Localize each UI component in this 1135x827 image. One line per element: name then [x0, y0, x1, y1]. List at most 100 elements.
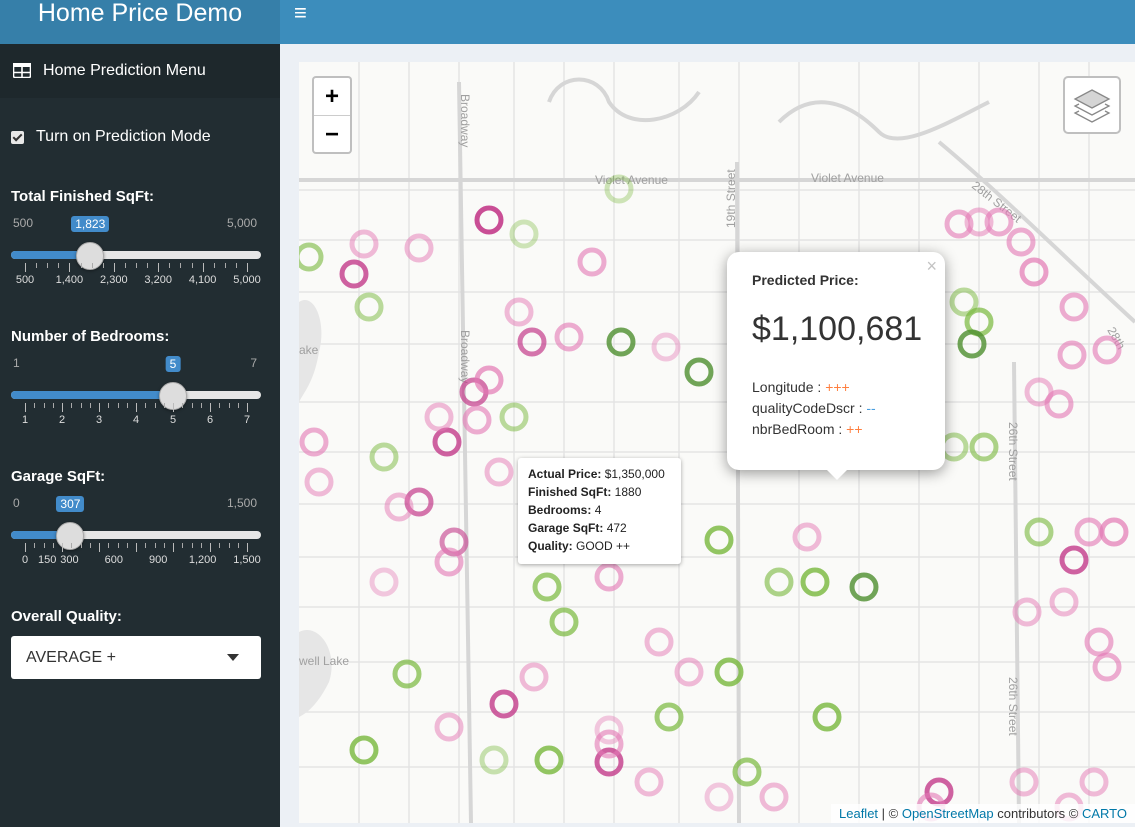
- quality-select[interactable]: AVERAGE +: [11, 636, 261, 679]
- home-marker[interactable]: [519, 662, 549, 692]
- home-marker[interactable]: [499, 402, 529, 432]
- home-marker[interactable]: [554, 322, 584, 352]
- carto-link[interactable]: CARTO: [1081, 806, 1127, 821]
- home-marker[interactable]: [969, 432, 999, 462]
- home-marker[interactable]: [594, 747, 624, 777]
- home-marker[interactable]: [1059, 545, 1089, 575]
- home-marker[interactable]: [1009, 767, 1039, 797]
- home-marker[interactable]: [644, 627, 674, 657]
- osm-link[interactable]: OpenStreetMap: [901, 806, 994, 821]
- home-markers[interactable]: [299, 174, 1129, 822]
- home-marker[interactable]: [404, 487, 434, 517]
- home-marker[interactable]: [684, 357, 714, 387]
- home-marker[interactable]: [474, 365, 504, 395]
- home-marker[interactable]: [369, 567, 399, 597]
- hamburger-icon[interactable]: ≡: [294, 0, 307, 25]
- home-marker[interactable]: [369, 442, 399, 472]
- home-marker[interactable]: [299, 242, 324, 272]
- slider-track[interactable]: [11, 531, 261, 539]
- close-icon[interactable]: ×: [926, 256, 937, 276]
- home-marker[interactable]: [1099, 517, 1129, 547]
- home-marker[interactable]: [939, 432, 969, 462]
- home-marker[interactable]: [549, 607, 579, 637]
- home-marker[interactable]: [651, 332, 681, 362]
- home-marker[interactable]: [534, 745, 564, 775]
- layers-button[interactable]: [1063, 76, 1121, 134]
- home-marker[interactable]: [606, 327, 636, 357]
- home-marker[interactable]: [1024, 517, 1054, 547]
- map-view[interactable]: Broadway Violet Avenue Violet Avenue 19t…: [299, 62, 1135, 823]
- home-marker[interactable]: [404, 233, 434, 263]
- home-marker[interactable]: [517, 327, 547, 357]
- home-marker[interactable]: [354, 292, 384, 322]
- home-marker[interactable]: [764, 567, 794, 597]
- home-marker[interactable]: [462, 405, 492, 435]
- home-marker[interactable]: [1019, 257, 1049, 287]
- slider-handle[interactable]: [56, 522, 85, 550]
- home-marker[interactable]: [432, 427, 462, 457]
- home-marker[interactable]: [1012, 597, 1042, 627]
- map-basemap[interactable]: Broadway Violet Avenue Violet Avenue 19t…: [299, 62, 1135, 823]
- home-marker[interactable]: [504, 297, 534, 327]
- home-marker[interactable]: [949, 287, 979, 317]
- home-marker[interactable]: [634, 767, 664, 797]
- zoom-in-button[interactable]: +: [324, 83, 339, 110]
- home-marker[interactable]: [1084, 627, 1114, 657]
- home-marker[interactable]: [479, 745, 509, 775]
- home-marker[interactable]: [1059, 292, 1089, 322]
- home-marker[interactable]: [349, 229, 379, 259]
- home-marker[interactable]: [509, 219, 539, 249]
- home-marker[interactable]: [594, 729, 624, 759]
- home-marker[interactable]: [849, 572, 879, 602]
- home-marker[interactable]: [714, 657, 744, 687]
- home-marker[interactable]: [984, 207, 1014, 237]
- home-marker[interactable]: [604, 174, 634, 204]
- home-marker[interactable]: [1049, 587, 1079, 617]
- home-marker[interactable]: [434, 712, 464, 742]
- home-marker[interactable]: [792, 522, 822, 552]
- home-marker[interactable]: [474, 205, 504, 235]
- home-marker[interactable]: [964, 207, 994, 237]
- home-marker[interactable]: [732, 757, 762, 787]
- home-marker[interactable]: [944, 209, 974, 239]
- home-marker[interactable]: [532, 572, 562, 602]
- home-marker[interactable]: [489, 689, 519, 719]
- home-marker[interactable]: [704, 782, 734, 812]
- home-marker[interactable]: [434, 547, 464, 577]
- home-marker[interactable]: [1092, 335, 1122, 365]
- home-marker[interactable]: [759, 782, 789, 812]
- home-marker[interactable]: [1057, 340, 1087, 370]
- leaflet-link[interactable]: Leaflet: [839, 806, 879, 821]
- slider-fill: [11, 391, 173, 399]
- home-marker[interactable]: [594, 715, 624, 745]
- home-marker[interactable]: [1006, 227, 1036, 257]
- home-marker[interactable]: [577, 247, 607, 277]
- home-marker[interactable]: [1092, 652, 1122, 682]
- home-marker[interactable]: [339, 259, 369, 289]
- home-marker[interactable]: [299, 427, 329, 457]
- home-marker[interactable]: [674, 657, 704, 687]
- home-marker[interactable]: [304, 467, 334, 497]
- finished-sqft-slider[interactable]: 500 5,000 1,823 500 1,400 2,300 3,200 4,100 5…: [11, 216, 261, 286]
- home-marker[interactable]: [392, 659, 422, 689]
- slider-track[interactable]: [11, 251, 261, 259]
- home-marker[interactable]: [800, 567, 830, 597]
- home-marker[interactable]: [594, 562, 624, 592]
- home-marker[interactable]: [1079, 767, 1109, 797]
- zoom-out-button[interactable]: −: [314, 115, 350, 152]
- home-marker[interactable]: [349, 735, 379, 765]
- home-marker[interactable]: [1024, 377, 1054, 407]
- home-marker[interactable]: [424, 402, 454, 432]
- sidebar-item-home-prediction-menu[interactable]: Home Prediction Menu: [0, 44, 280, 98]
- bedrooms-slider[interactable]: 1 7 5 1 2 3 4 5 6 7: [11, 356, 261, 426]
- prediction-mode-checkbox[interactable]: [11, 130, 24, 144]
- home-marker[interactable]: [484, 457, 514, 487]
- home-marker[interactable]: [439, 527, 469, 557]
- home-marker[interactable]: [654, 702, 684, 732]
- home-marker[interactable]: [957, 329, 987, 359]
- home-marker[interactable]: [384, 492, 414, 522]
- prediction-mode-toggle[interactable]: Turn on Prediction Mode: [11, 128, 211, 146]
- garage-sqft-slider[interactable]: 0 1,500 307 0 150 300 600 900 1,200 1,500: [11, 496, 261, 566]
- home-marker[interactable]: [812, 702, 842, 732]
- home-marker[interactable]: [704, 525, 734, 555]
